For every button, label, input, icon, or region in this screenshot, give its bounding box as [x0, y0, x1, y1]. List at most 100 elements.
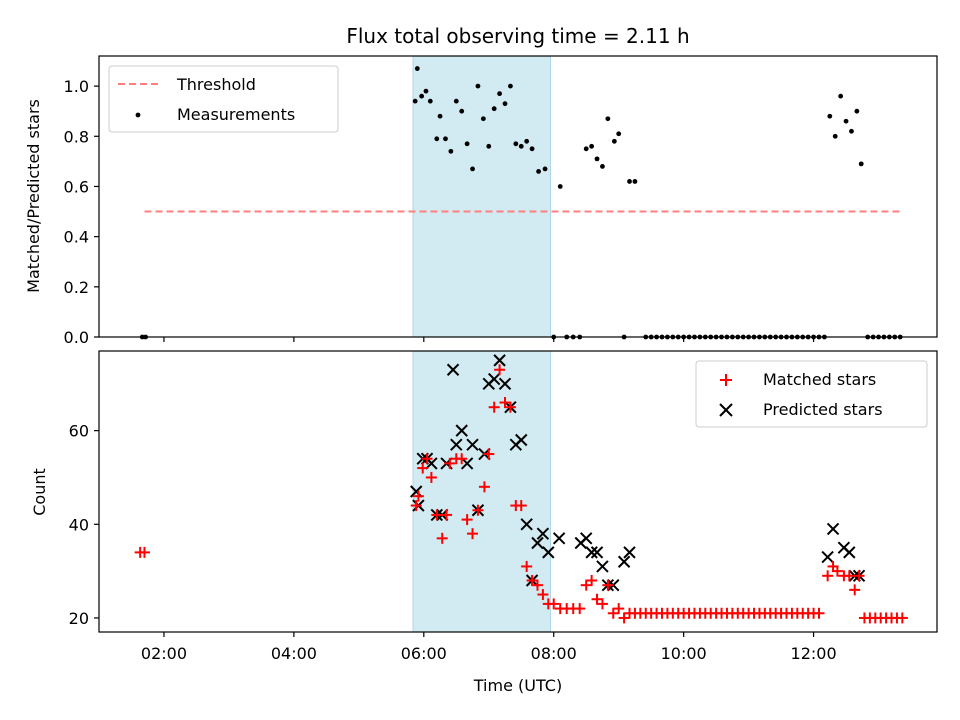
legend-predicted-swatch [719, 403, 733, 417]
measurement-point [412, 98, 418, 104]
matched-point [488, 401, 500, 413]
matched-point [548, 598, 560, 610]
bottom-x-tick-label: 12:00 [791, 644, 837, 663]
top-title: Flux total observing time = 2.11 h [346, 24, 689, 48]
matched-point [410, 500, 422, 512]
legend-matched-label: Matched stars [763, 370, 876, 389]
matched-point [831, 565, 843, 577]
matched-point [412, 490, 424, 502]
top-shaded-span [412, 55, 551, 338]
measurement-point [632, 179, 638, 184]
matched-point [431, 509, 443, 521]
top-y-axis-label: Matched/Predicted stars [24, 99, 43, 293]
matched-point [613, 603, 625, 615]
measurement-point [475, 83, 481, 89]
predicted-point [596, 560, 609, 573]
top-legend: Threshold Measurements [108, 65, 339, 133]
bottom-matched-points [134, 364, 908, 624]
measurement-point [832, 133, 838, 139]
measurement-point [497, 91, 502, 97]
matched-point [586, 574, 598, 586]
measurement-point [464, 141, 470, 147]
matched-point [483, 448, 495, 460]
matched-point [436, 532, 448, 544]
measurement-point [427, 98, 433, 104]
predicted-point [410, 485, 423, 498]
legend-measurements-swatch [135, 112, 141, 118]
predicted-point [515, 433, 528, 447]
matched-point [896, 612, 908, 624]
predicted-point [455, 424, 468, 437]
measurement-point [600, 163, 605, 169]
measurement-point [448, 148, 454, 154]
measurement-point [827, 113, 833, 119]
matched-point [521, 560, 533, 572]
matched-point [822, 570, 834, 582]
matched-point [504, 401, 516, 413]
matched-point [499, 397, 511, 409]
measurement-point [524, 138, 530, 144]
bottom-shaded-rect [412, 350, 551, 633]
measurement-point [854, 108, 860, 114]
measurement-point [529, 146, 535, 152]
measurement-point [536, 169, 541, 174]
predicted-point [487, 372, 501, 386]
measurement-point [627, 179, 632, 184]
predicted-point [623, 546, 636, 559]
top-y-tick-label: 0.0 [64, 328, 89, 347]
bottom-legend: Matched stars Predicted stars [695, 360, 928, 428]
bottom-x-ticks: 02:00 04:00 06:00 08:00 10:00 12:00 [141, 632, 837, 663]
legend-matched-swatch [720, 374, 732, 386]
measurement-point [838, 93, 844, 99]
matched-point [618, 612, 630, 624]
matched-point [531, 579, 543, 591]
predicted-point [460, 457, 474, 470]
bottom-x-tick-label: 10:00 [661, 644, 707, 663]
predicted-point [466, 438, 479, 451]
measurement-point [480, 116, 486, 122]
top-plot-frame [98, 55, 938, 338]
measurement-point [542, 166, 548, 172]
matched-point [472, 504, 484, 516]
predicted-point [590, 546, 604, 559]
matched-point [580, 579, 592, 591]
top-shaded-rect [412, 55, 551, 338]
bottom-y-tick-label: 40 [69, 515, 89, 534]
matched-point [537, 589, 549, 601]
predicted-point [446, 363, 460, 376]
matched-point [843, 570, 855, 582]
top-panel: Flux total observing time = 2.11 h 0.0 0.… [24, 24, 938, 347]
predicted-point [536, 527, 550, 540]
top-y-tick-label: 0.2 [64, 278, 89, 297]
matched-point [425, 471, 437, 483]
predicted-point [580, 532, 593, 545]
matched-point [574, 603, 586, 615]
measurement-point [470, 166, 475, 172]
matched-point [602, 579, 614, 591]
measurement-point [616, 131, 622, 137]
bottom-y-axis-label: Count [30, 468, 49, 516]
predicted-point [531, 536, 544, 550]
matched-point [515, 500, 527, 512]
matched-point [849, 584, 861, 596]
measurement-point [589, 143, 595, 149]
bottom-y-tick-label: 60 [69, 422, 89, 441]
predicted-point [585, 546, 598, 559]
top-legend-box [108, 65, 339, 133]
matched-point [417, 462, 429, 474]
bottom-y-tick-label: 20 [69, 609, 89, 628]
bottom-x-tick-label: 02:00 [141, 644, 187, 663]
matched-point [456, 453, 468, 465]
measurement-point [423, 88, 429, 94]
measurement-point [459, 108, 465, 114]
matched-point [444, 457, 456, 469]
top-y-tick-label: 0.6 [64, 177, 89, 196]
measurement-point [583, 146, 589, 152]
measurement-point [849, 128, 854, 134]
bottom-x-tick-label: 08:00 [531, 644, 577, 663]
measurement-point [414, 66, 420, 71]
measurement-point [513, 141, 519, 147]
matched-point [421, 453, 433, 465]
matched-point [478, 481, 490, 493]
matched-point [607, 607, 619, 619]
